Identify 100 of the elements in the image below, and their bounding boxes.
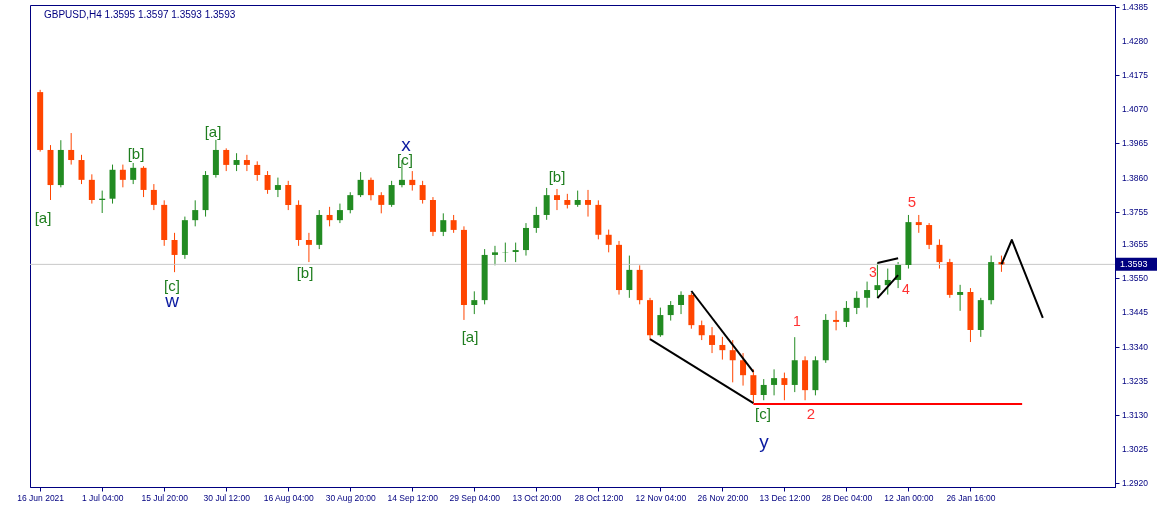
candlestick — [626, 255, 633, 299]
x-tick-label: 30 Jul 12:00 — [203, 492, 251, 503]
y-tick-label: 1.3130 — [1122, 409, 1149, 420]
candlestick — [440, 212, 447, 237]
y-tick-label: 1.3860 — [1122, 172, 1149, 183]
chart-title: GBPUSD,H4 1.3595 1.3597 1.3593 1.3593 — [44, 9, 236, 20]
candlestick — [957, 284, 964, 312]
candlestick — [357, 171, 364, 198]
x-tick-label: 14 Sep 12:00 — [387, 492, 439, 503]
ref-line-label: 1.3593 — [1120, 259, 1148, 270]
candlestick — [843, 300, 850, 328]
annotation: [a] — [204, 123, 222, 140]
candlestick — [719, 336, 726, 361]
candlestick — [760, 378, 767, 401]
candlestick — [78, 154, 85, 185]
candlestick — [864, 281, 871, 309]
candlestick — [740, 352, 747, 387]
candlestick — [833, 310, 840, 331]
candlestick — [171, 232, 178, 273]
x-tick-label: 15 Jul 20:00 — [141, 492, 189, 503]
y-tick-label: 1.3655 — [1122, 239, 1149, 250]
x-tick-label: 12 Jan 00:00 — [884, 492, 934, 503]
candlestick — [336, 203, 343, 224]
candlestick — [68, 132, 75, 166]
x-tick-label: 16 Aug 04:00 — [263, 492, 315, 503]
candlestick — [533, 206, 540, 234]
annotation: 1 — [793, 313, 802, 329]
x-tick-label: 1 Jul 04:00 — [81, 492, 124, 503]
annotation: [c] — [755, 405, 771, 422]
annotation: [a] — [461, 328, 479, 345]
x-tick-label: 26 Jan 16:00 — [946, 492, 996, 503]
candlestick — [585, 189, 591, 218]
annotation: [b] — [296, 264, 314, 281]
candlestick — [409, 170, 416, 192]
candlestick — [274, 177, 281, 198]
y-tick-label: 1.3025 — [1122, 443, 1149, 454]
candlestick — [771, 368, 778, 396]
y-tick-label: 1.3965 — [1122, 138, 1149, 149]
candlestick — [223, 147, 230, 172]
x-tick-label: 30 Aug 20:00 — [325, 492, 377, 503]
candlestick — [781, 372, 788, 401]
candlestick — [522, 222, 529, 257]
candlestick — [243, 154, 250, 172]
candlestick — [119, 164, 126, 188]
annotation: 2 — [806, 405, 816, 422]
candlestick — [378, 191, 385, 214]
candlestick — [88, 173, 95, 205]
annotation: y — [759, 431, 770, 452]
annotation: 4 — [902, 281, 911, 297]
candlestick — [554, 188, 560, 211]
candlestick — [491, 245, 498, 266]
y-tick-label: 1.3755 — [1122, 206, 1149, 217]
candlestick — [192, 199, 199, 227]
x-tick-label: 28 Oct 12:00 — [574, 492, 624, 503]
y-tick-label: 1.4175 — [1122, 70, 1149, 81]
candlestick — [698, 320, 705, 341]
candlestick — [264, 170, 271, 195]
candlestick — [326, 206, 333, 227]
candlestick — [512, 242, 519, 263]
candlestick — [305, 232, 312, 263]
annotation: 3 — [869, 264, 878, 280]
x-tick-label: 13 Oct 20:00 — [512, 492, 562, 503]
candlestick — [605, 229, 612, 253]
candlestick — [150, 183, 157, 211]
candlestick — [347, 191, 354, 214]
x-tick-label: 29 Sep 04:00 — [449, 492, 501, 503]
candlestick — [729, 339, 736, 383]
x-tick-label: 28 Dec 04:00 — [821, 492, 873, 503]
candlestick — [388, 180, 395, 208]
candlestick — [709, 326, 716, 354]
candlestick — [140, 165, 147, 198]
y-tick-label: 1.4280 — [1122, 36, 1149, 47]
y-tick-label: 1.4070 — [1122, 104, 1149, 115]
y-tick-label: 1.3445 — [1122, 307, 1149, 318]
candlestick — [130, 162, 137, 185]
candlestick — [853, 290, 860, 315]
candlestick — [285, 180, 292, 211]
candlestick — [667, 300, 674, 322]
candlestick — [895, 261, 902, 289]
y-tick-label: 1.3550 — [1122, 273, 1149, 284]
x-tick-label: 13 Dec 12:00 — [759, 492, 811, 503]
candlestick — [543, 187, 550, 221]
annotation: [b] — [127, 145, 145, 162]
candlestick — [750, 368, 757, 404]
x-tick-label: 12 Nov 04:00 — [635, 492, 687, 503]
y-tick-label: 1.4385 — [1122, 1, 1149, 12]
annotation: [b] — [548, 168, 566, 185]
candlestick — [657, 307, 664, 338]
annotation: 5 — [907, 193, 917, 210]
y-tick-label: 1.3235 — [1122, 375, 1149, 386]
x-tick-label: 26 Nov 20:00 — [697, 492, 749, 503]
candlestick — [874, 262, 881, 299]
candlestick — [678, 290, 685, 315]
candlestick — [936, 238, 943, 270]
y-tick-label: 1.2920 — [1122, 478, 1149, 489]
candlestick — [471, 290, 478, 315]
x-tick-label: 16 Jun 2021 — [17, 492, 65, 503]
candlestick — [367, 177, 374, 201]
candlestick — [419, 180, 426, 205]
y-tick-label: 1.3340 — [1122, 341, 1149, 352]
